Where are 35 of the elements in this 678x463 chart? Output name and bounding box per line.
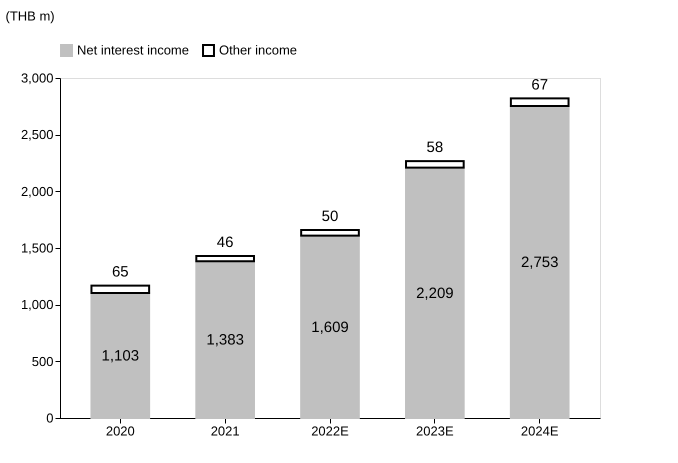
bar xyxy=(300,234,360,419)
bar xyxy=(510,104,570,419)
legend-label: Other income xyxy=(219,42,298,58)
y-tick-label: 1,000 xyxy=(20,297,54,312)
data-label: 1,383 xyxy=(206,332,244,349)
x-tick-label: 2020 xyxy=(106,424,135,438)
legend-label: Net interest income xyxy=(77,42,189,58)
x-tick-label: 2024E xyxy=(520,424,559,438)
y-tick-label: 3,000 xyxy=(20,70,54,86)
x-tick-label: 2022E xyxy=(311,424,350,438)
data-label: 65 xyxy=(112,264,129,281)
bar xyxy=(195,255,255,262)
bar xyxy=(195,260,255,419)
bar xyxy=(405,160,465,169)
data-label: 1,103 xyxy=(102,347,140,364)
bar xyxy=(90,292,150,419)
data-label: 58 xyxy=(426,139,444,156)
y-tick-label: 0 xyxy=(46,410,54,426)
data-label: 1,609 xyxy=(311,318,349,336)
data-label: 2,753 xyxy=(520,254,558,271)
y-tick-label: 2,000 xyxy=(20,184,54,199)
data-label: 2,209 xyxy=(416,284,454,302)
bar xyxy=(510,97,570,107)
bar xyxy=(90,284,150,294)
y-tick-label: 2,500 xyxy=(20,127,54,142)
bar xyxy=(405,166,465,419)
x-tick-label: 2021 xyxy=(210,424,240,438)
data-label: 46 xyxy=(216,234,234,252)
y-tick-label: 1,500 xyxy=(20,240,54,256)
bar xyxy=(300,228,360,237)
data-label: 50 xyxy=(322,208,338,225)
y-tick-label: 500 xyxy=(32,354,54,369)
data-label: 67 xyxy=(531,76,548,94)
x-tick-label: 2023E xyxy=(416,424,454,438)
y-axis-title: (THB m) xyxy=(6,8,55,24)
